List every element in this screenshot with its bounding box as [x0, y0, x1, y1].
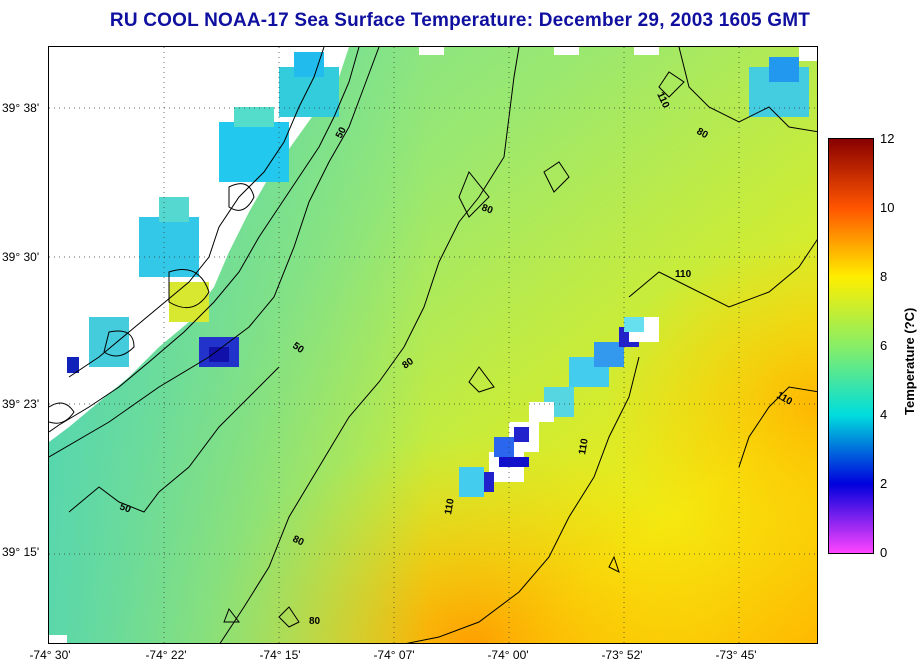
cloud-streak	[459, 317, 659, 497]
graticule	[49, 47, 817, 643]
longitude-label: -74° 00'	[487, 648, 529, 662]
cold-patches	[67, 52, 809, 373]
sst-map-svg: 50 50 50 80 80 80 80 80 110 110 110 110 …	[49, 47, 817, 643]
latitude-label: 39° 30'	[2, 250, 40, 264]
longitude-label: -73° 52'	[601, 648, 643, 662]
contour-label: 110	[443, 497, 457, 515]
coastline	[49, 47, 360, 433]
contour-label: 110	[675, 269, 692, 280]
contour-label: 80	[480, 202, 495, 216]
contour-label: 110	[577, 437, 591, 455]
contour-label: 50	[118, 501, 133, 515]
longitude-label: -74° 22'	[145, 648, 187, 662]
temperature-colorbar	[828, 138, 874, 554]
colorbar-tick: 8	[880, 269, 888, 284]
colorbar-tick: 10	[880, 200, 895, 215]
latitude-label: 39° 38'	[2, 101, 40, 115]
isobath-lines	[49, 47, 817, 643]
map-title: RU COOL NOAA-17 Sea Surface Temperature:…	[109, 10, 811, 31]
colorbar-label: Temperature (?C)	[902, 307, 917, 415]
longitude-label: -73° 45'	[715, 648, 757, 662]
colorbar-tick: 4	[880, 407, 888, 422]
longitude-label: -74° 07'	[373, 648, 415, 662]
longitude-label: -74° 30'	[29, 648, 71, 662]
contour-label: 80	[695, 126, 711, 141]
latitude-label: 39° 23'	[2, 397, 40, 411]
contour-label: 80	[309, 616, 321, 627]
latitude-label: 39° 15'	[2, 545, 40, 559]
longitude-label: -74° 15'	[259, 648, 301, 662]
colorbar-tick: 2	[880, 476, 888, 491]
sst-map[interactable]: 50 50 50 80 80 80 80 80 110 110 110 110 …	[48, 46, 818, 644]
colorbar-tick: 0	[880, 545, 888, 560]
colorbar-tick: 6	[880, 338, 888, 353]
colorbar-tick: 12	[880, 131, 895, 146]
contour-label: 50	[334, 125, 349, 140]
contour-label: 80	[291, 534, 306, 549]
